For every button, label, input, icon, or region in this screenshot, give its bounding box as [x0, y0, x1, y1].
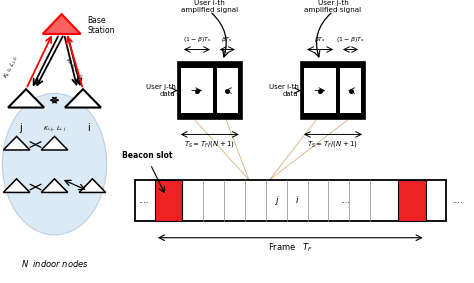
Text: $(1-\beta)T_s$: $(1-\beta)T_s$: [337, 35, 365, 44]
Text: User j-th
data: User j-th data: [146, 84, 175, 97]
Text: i: i: [296, 196, 299, 205]
Bar: [178, 62, 242, 119]
Bar: [135, 180, 446, 221]
Text: $(1-\beta)T_s$: $(1-\beta)T_s$: [182, 35, 211, 44]
Bar: [155, 180, 182, 221]
Text: j: j: [275, 196, 278, 205]
Ellipse shape: [2, 93, 107, 235]
Text: User i-th
amplified signal: User i-th amplified signal: [181, 0, 238, 13]
Text: $T_S = T_F/(N+1)$: $T_S = T_F/(N+1)$: [308, 139, 358, 149]
Polygon shape: [43, 14, 81, 34]
Bar: [304, 68, 336, 113]
Text: $\beta T_s$: $\beta T_s$: [221, 35, 233, 44]
Text: j: j: [19, 123, 22, 133]
Text: ....: ....: [138, 196, 148, 205]
Text: i: i: [87, 123, 90, 133]
Text: Frame   $T_F$: Frame $T_F$: [268, 242, 313, 254]
Text: Beacon slot: Beacon slot: [122, 151, 173, 160]
Text: User i-th
data: User i-th data: [269, 84, 299, 97]
Bar: [340, 68, 361, 113]
Bar: [181, 68, 213, 113]
Text: ....: ....: [452, 196, 463, 205]
Text: $K_{i,0},\,L_{i,0}$: $K_{i,0},\,L_{i,0}$: [63, 56, 84, 80]
Text: $N$  indoor nodes: $N$ indoor nodes: [20, 258, 89, 269]
Text: Base
Station: Base Station: [88, 16, 115, 35]
Bar: [301, 62, 365, 119]
Text: $K_{i,j},\,L_{i,j}$: $K_{i,j},\,L_{i,j}$: [43, 125, 66, 135]
Polygon shape: [3, 179, 30, 192]
Text: $K_{j,0},\,L_{j,0}$: $K_{j,0},\,L_{j,0}$: [1, 55, 22, 81]
Text: $\beta T_s$: $\beta T_s$: [314, 35, 326, 44]
Polygon shape: [41, 136, 68, 150]
Bar: [217, 68, 238, 113]
Polygon shape: [41, 179, 68, 192]
Polygon shape: [3, 136, 30, 150]
Polygon shape: [79, 179, 106, 192]
Polygon shape: [8, 89, 44, 108]
Bar: [398, 180, 426, 221]
Polygon shape: [65, 89, 101, 108]
Text: ....: ....: [340, 196, 350, 205]
Text: $T_S = T_F/(N+1)$: $T_S = T_F/(N+1)$: [184, 139, 235, 149]
Text: User j-th
amplified signal: User j-th amplified signal: [304, 0, 362, 13]
